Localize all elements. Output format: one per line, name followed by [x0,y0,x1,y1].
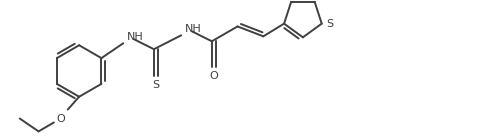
Text: NH: NH [185,24,201,34]
Text: S: S [325,19,333,29]
Text: O: O [56,114,64,123]
Text: O: O [209,71,218,81]
Text: NH: NH [127,32,144,42]
Text: S: S [152,80,159,90]
